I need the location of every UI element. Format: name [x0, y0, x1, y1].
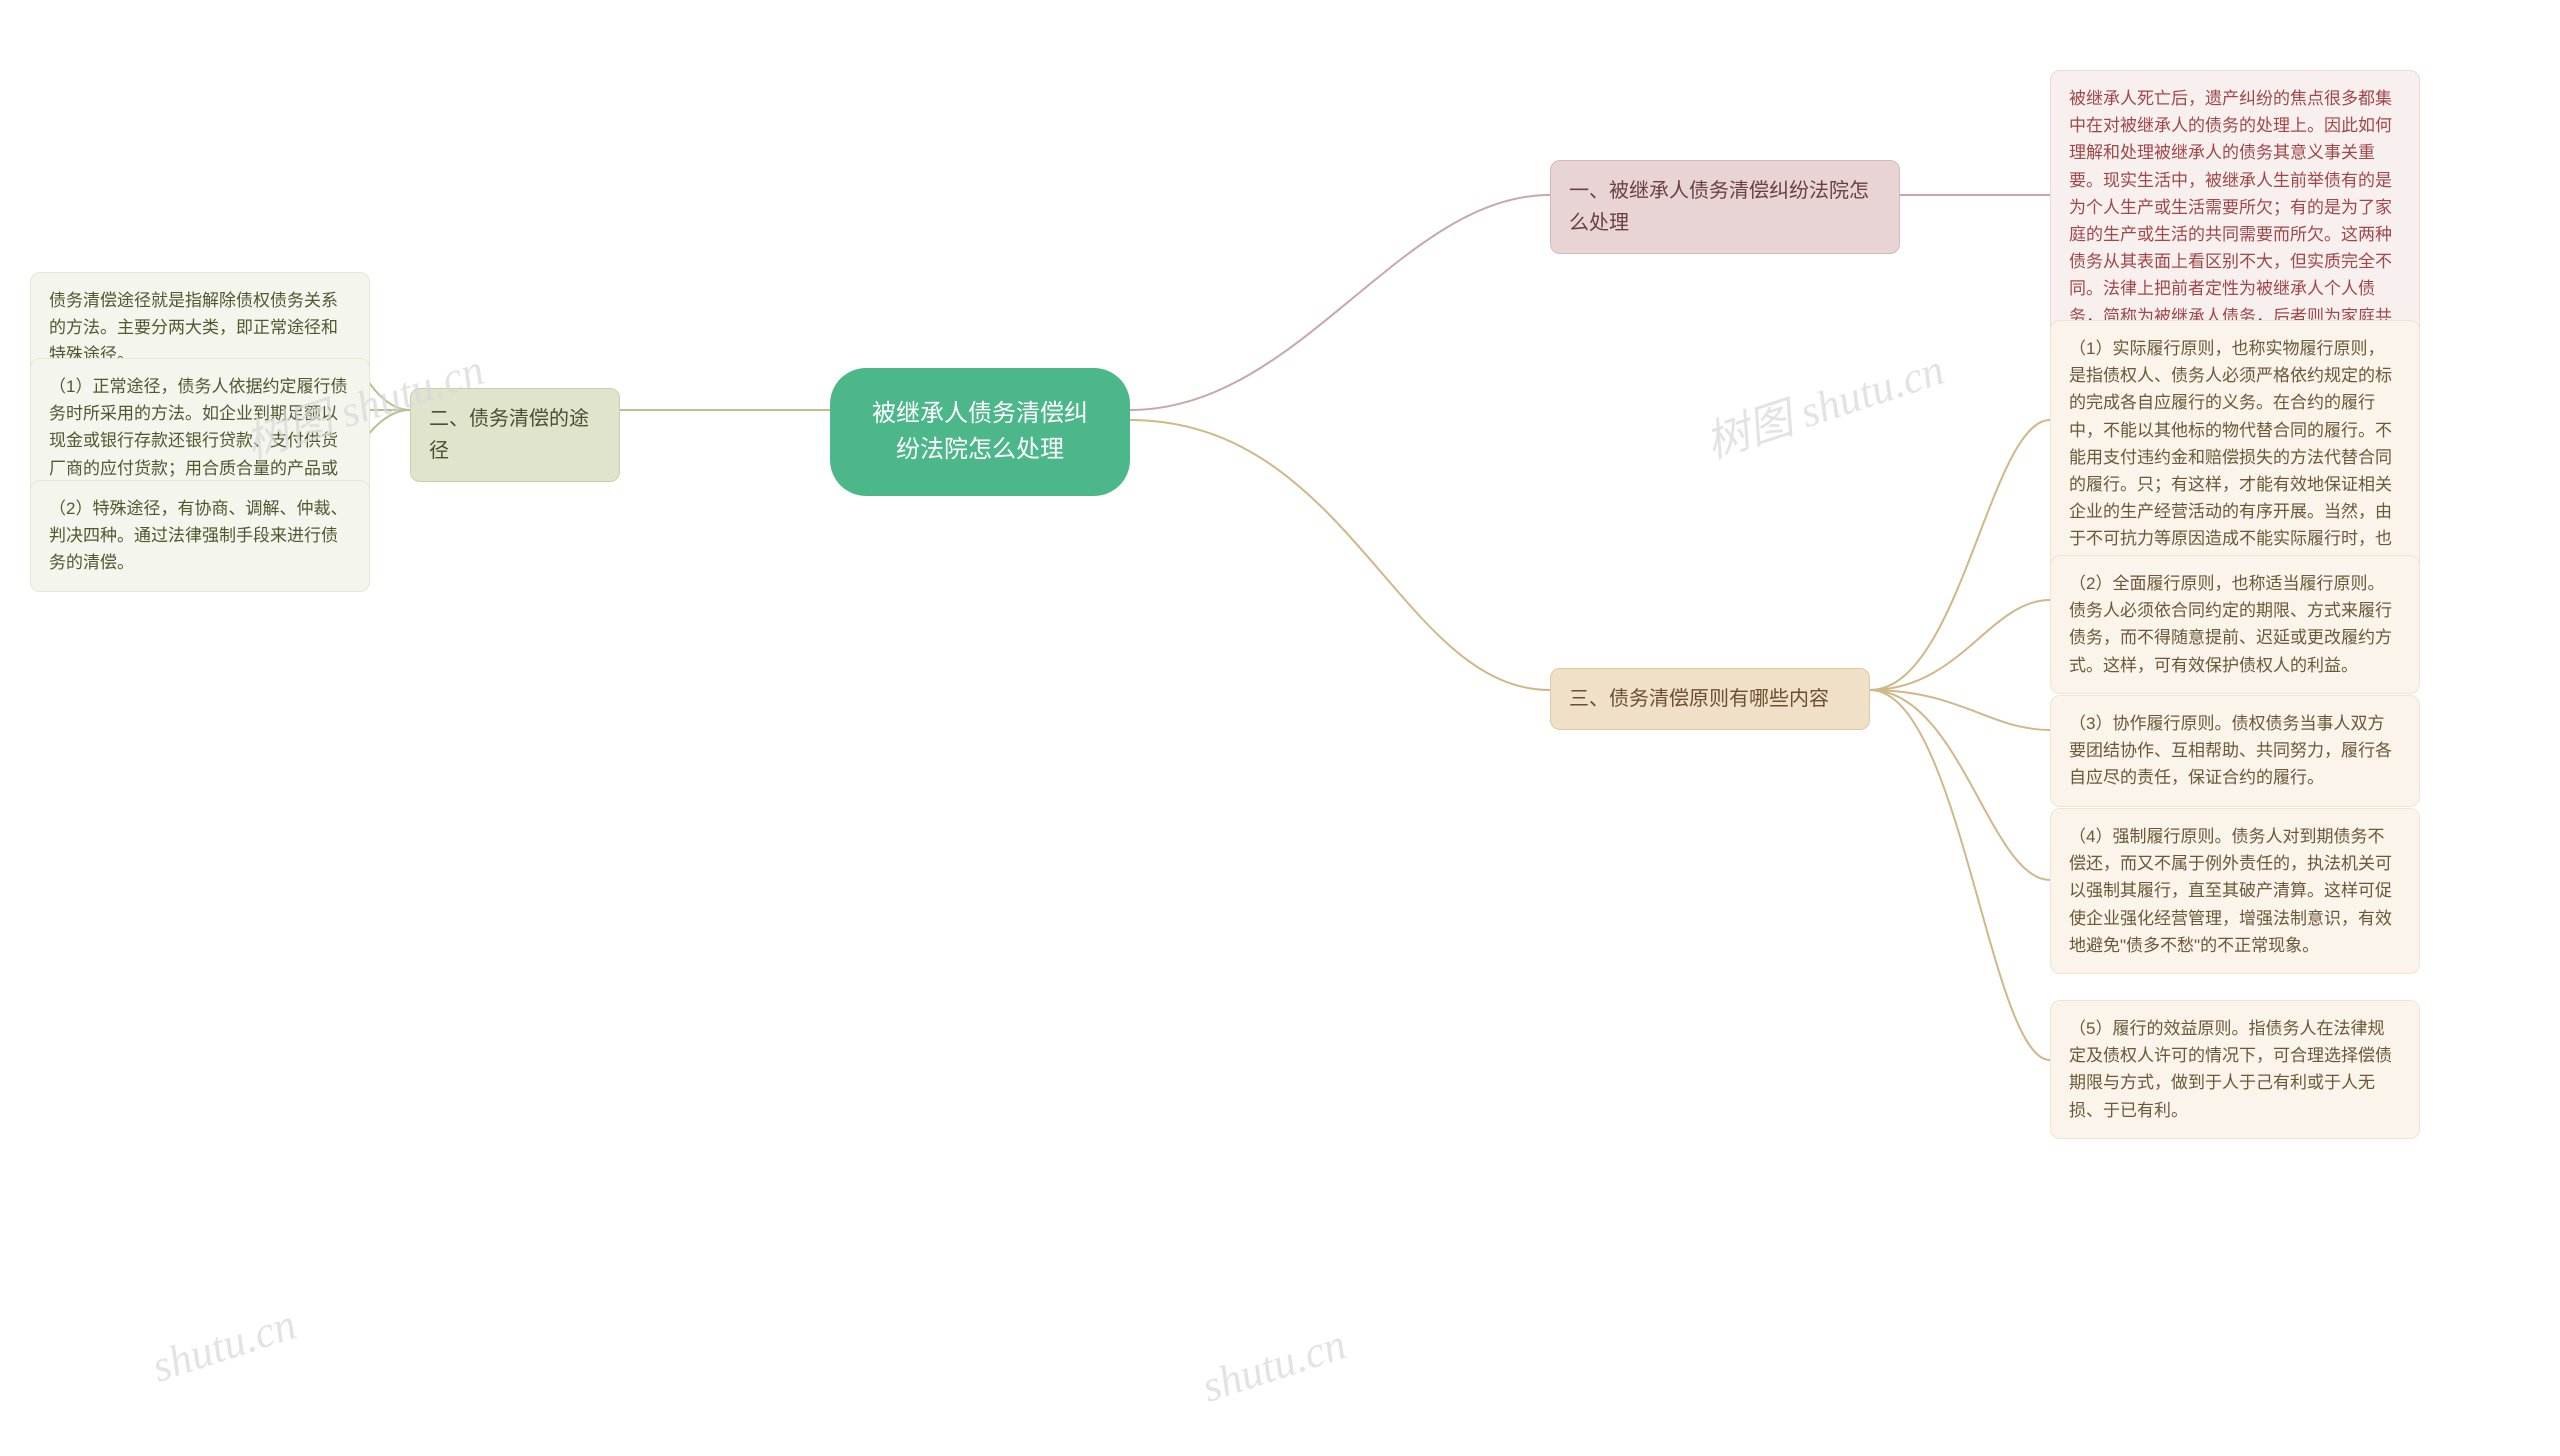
branch-node-3[interactable]: 三、债务清偿原则有哪些内容	[1550, 668, 1870, 730]
leaf-node[interactable]: （2）特殊途径，有协商、调解、仲裁、判决四种。通过法律强制手段来进行债务的清偿。	[30, 480, 370, 592]
branch-3-label: 三、债务清偿原则有哪些内容	[1569, 688, 1829, 710]
leaf-node[interactable]: （4）强制履行原则。债务人对到期债务不偿还，而又不属于例外责任的，执法机关可以强…	[2050, 808, 2420, 974]
leaf-node[interactable]: （1）实际履行原则，也称实物履行原则，是指债权人、债务人必须严格依约规定的标的完…	[2050, 320, 2420, 595]
branch-node-2[interactable]: 二、债务清偿的途径	[410, 388, 620, 482]
branch-1-label: 一、被继承人债务清偿纠纷法院怎么处理	[1569, 180, 1869, 234]
leaf-node[interactable]: （5）履行的效益原则。指债务人在法律规定及债权人许可的情况下，可合理选择偿债期限…	[2050, 1000, 2420, 1139]
leaf-text: 债务清偿途径就是指解除债权债务关系的方法。主要分两大类，即正常途径和特殊途径。	[49, 291, 338, 364]
watermark: 树图 shutu.cn	[1696, 333, 1951, 470]
leaf-text: （2）特殊途径，有协商、调解、仲裁、判决四种。通过法律强制手段来进行债务的清偿。	[49, 499, 347, 572]
mindmap-canvas: 被继承人债务清偿纠纷法院怎么处理 一、被继承人债务清偿纠纷法院怎么处理 被继承人…	[0, 0, 2560, 1456]
watermark: shutu.cn	[146, 1298, 302, 1392]
leaf-node[interactable]: （3）协作履行原则。债权债务当事人双方要团结协作、互相帮助、共同努力，履行各自应…	[2050, 695, 2420, 807]
branch-2-label: 二、债务清偿的途径	[429, 408, 589, 462]
root-label: 被继承人债务清偿纠纷法院怎么处理	[872, 400, 1088, 463]
leaf-node[interactable]: （2）全面履行原则，也称适当履行原则。债务人必须依合同约定的期限、方式来履行债务…	[2050, 555, 2420, 694]
leaf-text: （5）履行的效益原则。指债务人在法律规定及债权人许可的情况下，可合理选择偿债期限…	[2069, 1019, 2392, 1120]
leaf-text: （3）协作履行原则。债权债务当事人双方要团结协作、互相帮助、共同努力，履行各自应…	[2069, 714, 2392, 787]
leaf-text: （2）全面履行原则，也称适当履行原则。债务人必须依合同约定的期限、方式来履行债务…	[2069, 574, 2392, 675]
root-node[interactable]: 被继承人债务清偿纠纷法院怎么处理	[830, 368, 1130, 496]
leaf-text: （4）强制履行原则。债务人对到期债务不偿还，而又不属于例外责任的，执法机关可以强…	[2069, 827, 2392, 955]
branch-node-1[interactable]: 一、被继承人债务清偿纠纷法院怎么处理	[1550, 160, 1900, 254]
watermark: shutu.cn	[1196, 1318, 1352, 1412]
leaf-text: （1）实际履行原则，也称实物履行原则，是指债权人、债务人必须严格依约规定的标的完…	[2069, 339, 2392, 576]
